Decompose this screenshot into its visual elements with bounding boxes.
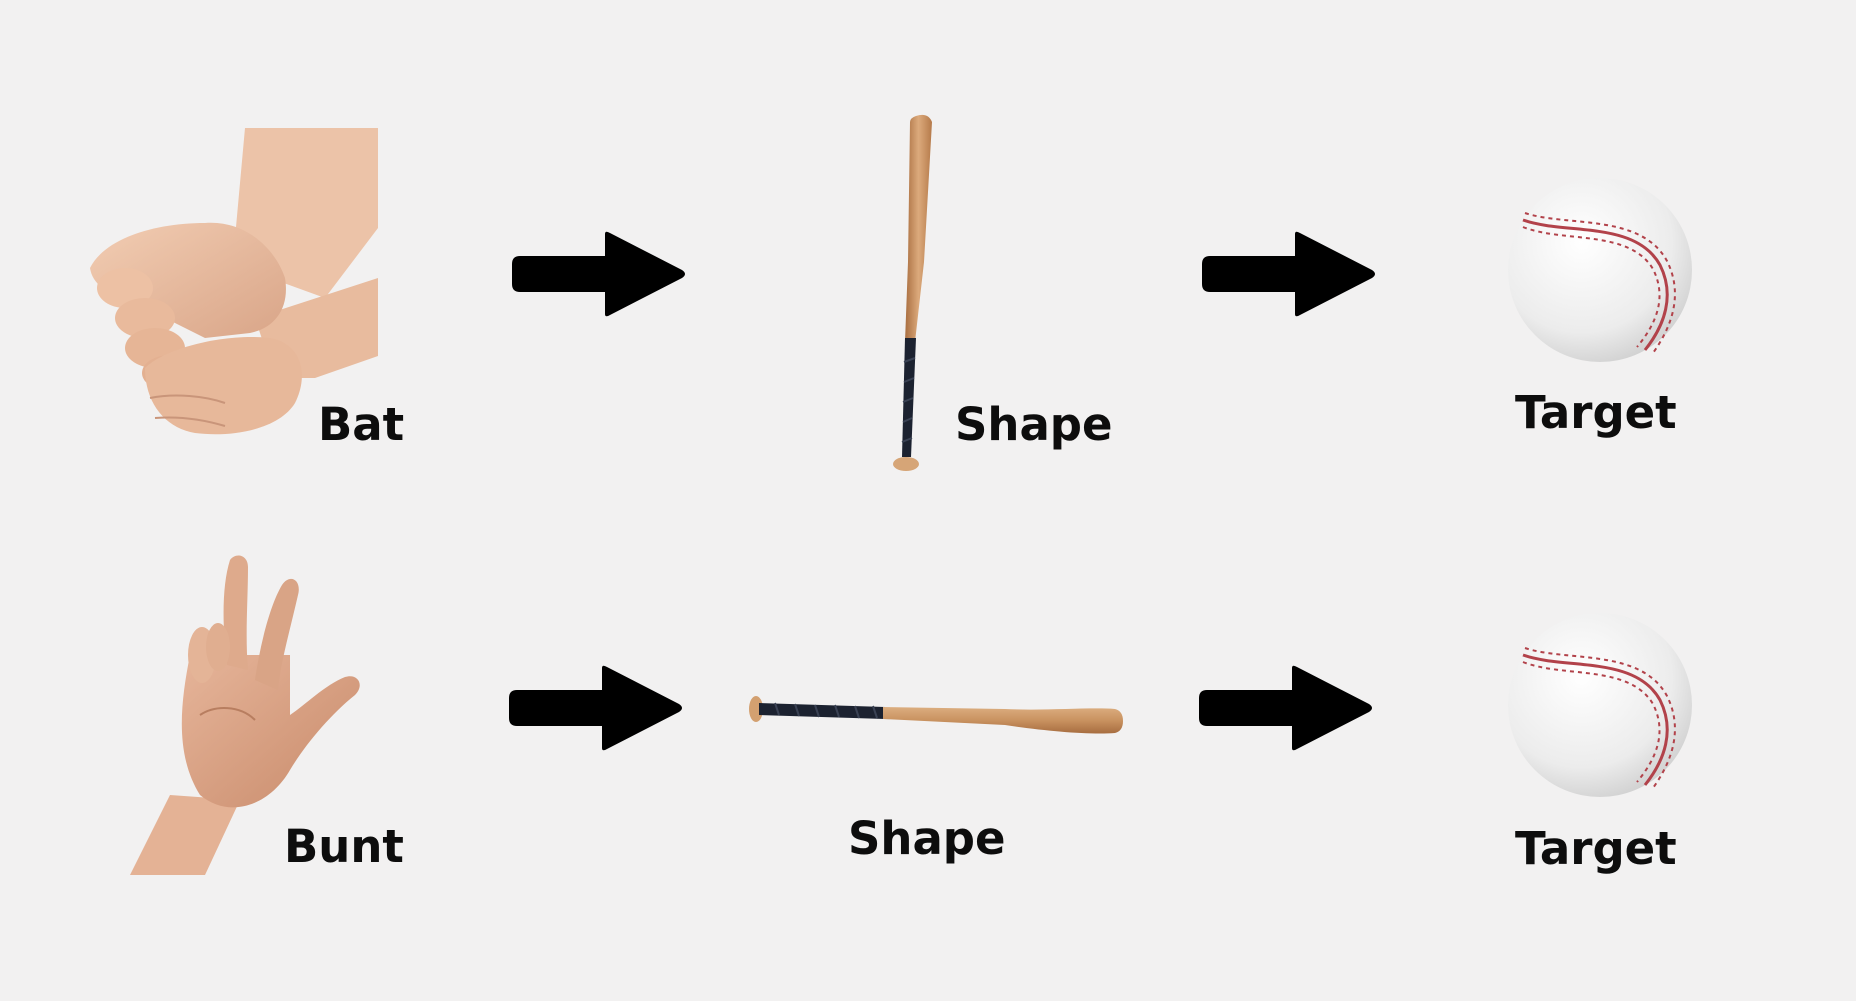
two-finger-gesture-icon <box>130 555 360 875</box>
baseball-icon <box>1508 613 1692 797</box>
baseball-icon <box>1508 178 1692 362</box>
shape-label-row2: Shape <box>848 812 1006 865</box>
arrow-right-icon <box>512 231 685 317</box>
fist-gesture-icon <box>90 128 378 435</box>
arrow-right-icon <box>1199 665 1372 751</box>
vertical-bat-icon <box>893 114 932 471</box>
arrow-right-icon <box>509 665 682 751</box>
arrow-right-icon <box>1202 231 1375 317</box>
target-label-row2: Target <box>1515 822 1677 875</box>
target-label-row1: Target <box>1515 386 1677 439</box>
gesture-label-bat: Bat <box>318 398 405 451</box>
shape-label-row1: Shape <box>955 398 1113 451</box>
gesture-label-bunt: Bunt <box>284 820 404 873</box>
horizontal-bat-icon <box>749 696 1123 734</box>
